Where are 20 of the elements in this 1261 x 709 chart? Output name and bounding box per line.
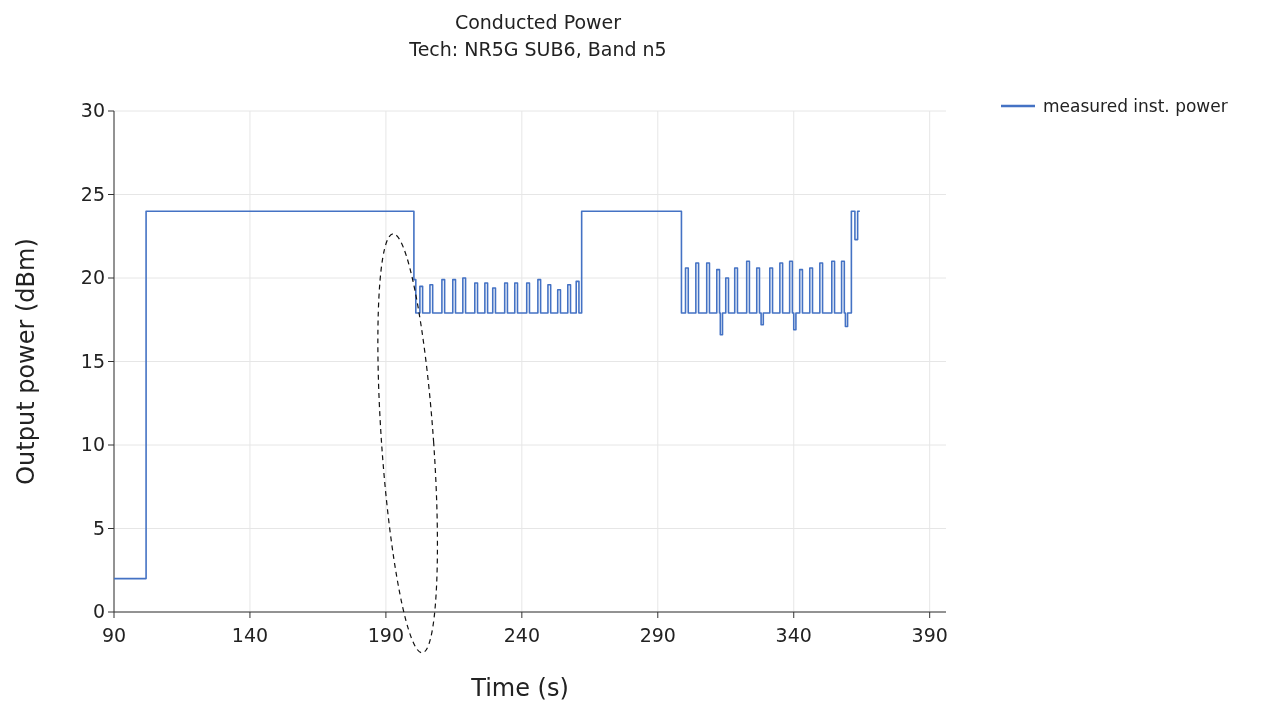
- x-tick-label: 290: [639, 624, 676, 646]
- chart-subtitle: Tech: NR5G SUB6, Band n5: [408, 38, 667, 60]
- line-series: [113, 210, 861, 580]
- y-tick-label: 5: [92, 516, 105, 539]
- legend-label: measured inst. power: [1043, 96, 1228, 116]
- y-tick-label: 25: [80, 182, 105, 205]
- y-tick-label: 30: [80, 99, 105, 121]
- y-tick-label: 15: [80, 349, 105, 372]
- y-tick-label: 10: [80, 433, 105, 455]
- y-tick-label: 20: [80, 266, 105, 288]
- x-tick-label: 390: [911, 624, 948, 646]
- x-axis-title: Time (s): [470, 674, 569, 702]
- y-axis-title: Output power (dBm): [12, 238, 40, 485]
- x-tick-label: 190: [367, 624, 405, 646]
- y-tick-label: 0: [92, 600, 105, 622]
- x-tick-label: 90: [101, 624, 127, 646]
- x-tick-label: 240: [503, 624, 540, 646]
- chart-title: Conducted Power: [454, 11, 622, 33]
- x-tick-label: 340: [775, 624, 812, 646]
- x-tick-label: 140: [231, 624, 269, 646]
